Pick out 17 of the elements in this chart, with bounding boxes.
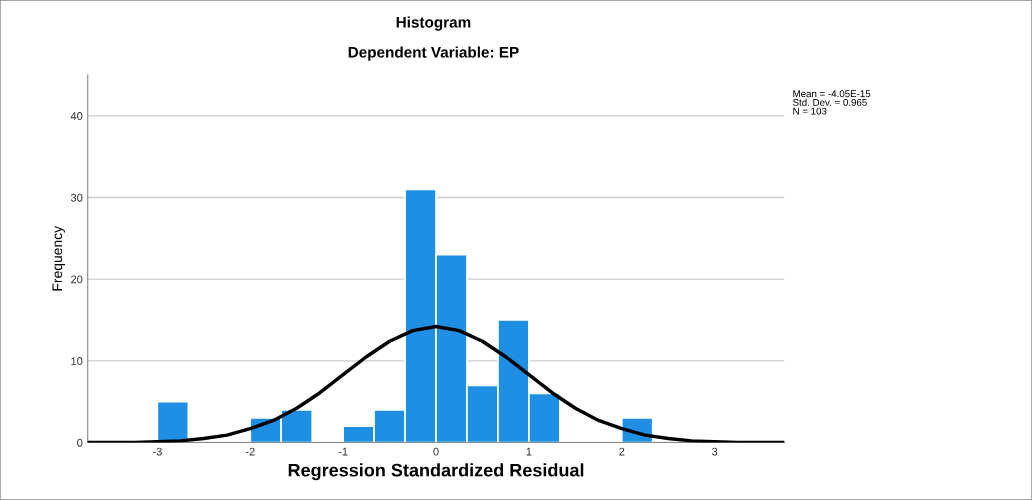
y-axis-title: Frequency xyxy=(52,225,65,291)
x-tick-label: 0 xyxy=(433,447,439,456)
y-tick-label: 40 xyxy=(70,112,83,120)
x-axis-title: Regression Standardized Residual xyxy=(288,463,584,481)
x-tick-label: 1 xyxy=(526,447,532,456)
y-tick-label: 0 xyxy=(77,438,83,447)
x-tick-label: -3 xyxy=(152,447,162,456)
y-tick-label: 30 xyxy=(70,193,83,202)
y-tick-label: 10 xyxy=(71,357,83,365)
x-tick-label: 2 xyxy=(619,447,625,456)
x-tick-label: 3 xyxy=(711,447,718,456)
x-tick-label: -2 xyxy=(245,447,255,456)
text: Mean = -4.05E-15 Std. Dev. = 0.965 N = 103 xyxy=(793,90,871,115)
x-tick-label: -1 xyxy=(338,447,348,456)
chart-subtitle: Dependent Variable: EP xyxy=(348,46,519,61)
y-tick-label: 20 xyxy=(71,275,83,284)
chart-title: Histogram xyxy=(396,16,471,31)
